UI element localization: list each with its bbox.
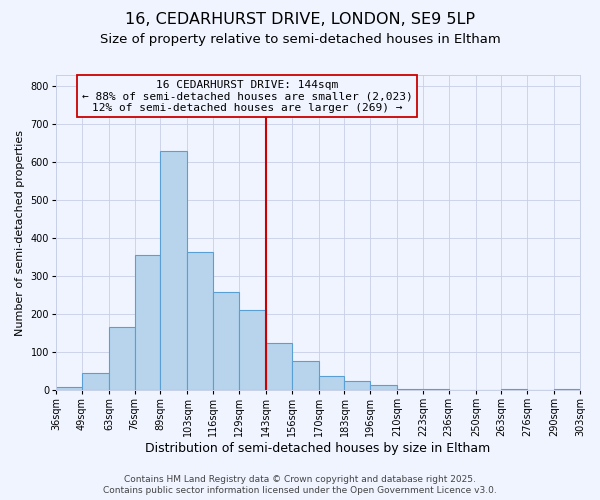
Bar: [109, 328, 134, 390]
Bar: [134, 256, 160, 390]
Bar: [502, 389, 527, 390]
Text: 16 CEDARHURST DRIVE: 144sqm
← 88% of semi-detached houses are smaller (2,023)
12: 16 CEDARHURST DRIVE: 144sqm ← 88% of sem…: [82, 80, 413, 113]
Bar: [370, 385, 397, 390]
Bar: [423, 388, 449, 390]
Y-axis label: Number of semi-detached properties: Number of semi-detached properties: [15, 130, 25, 336]
Bar: [56, 387, 82, 390]
Bar: [82, 373, 109, 390]
Bar: [266, 342, 292, 390]
Bar: [292, 360, 319, 390]
Text: Size of property relative to semi-detached houses in Eltham: Size of property relative to semi-detach…: [100, 32, 500, 46]
Bar: [397, 388, 423, 390]
Bar: [319, 376, 344, 390]
Bar: [213, 292, 239, 390]
Bar: [187, 252, 213, 390]
Bar: [160, 151, 187, 390]
Text: Contains HM Land Registry data © Crown copyright and database right 2025.: Contains HM Land Registry data © Crown c…: [124, 475, 476, 484]
Bar: [239, 310, 266, 390]
X-axis label: Distribution of semi-detached houses by size in Eltham: Distribution of semi-detached houses by …: [145, 442, 491, 455]
Bar: [344, 382, 370, 390]
Text: 16, CEDARHURST DRIVE, LONDON, SE9 5LP: 16, CEDARHURST DRIVE, LONDON, SE9 5LP: [125, 12, 475, 28]
Text: Contains public sector information licensed under the Open Government Licence v3: Contains public sector information licen…: [103, 486, 497, 495]
